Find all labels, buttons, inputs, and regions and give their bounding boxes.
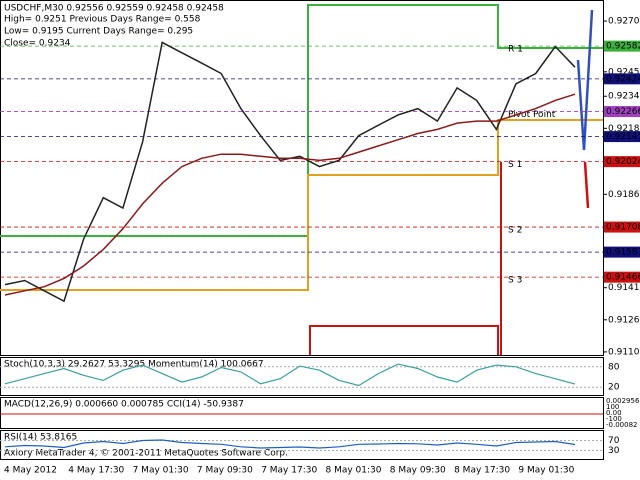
main-frame (0, 0, 604, 356)
symbol-line: USDCHF,M30 0.92556 0.92559 0.92458 0.924… (4, 4, 224, 14)
panel-tick-label: 20 (608, 383, 620, 393)
forecast-arrow (576, 9, 594, 151)
y-tick-label: 0.92703 (608, 17, 640, 27)
header-line: Close= 0.9234 (4, 39, 71, 49)
footer: Axiory MetaTrader 4, © 2001-2011 MetaQuo… (4, 449, 288, 459)
time-label: 7 May 01:30 (133, 466, 189, 476)
pivot-step (0, 119, 603, 291)
macd-tick-label: -0.00082 (606, 421, 637, 429)
panel-tick-label: 80 (608, 362, 620, 372)
time-label: 8 May 01:30 (326, 466, 382, 476)
y-tick-label: 0.92458 (608, 67, 640, 77)
level-box (604, 156, 640, 168)
time-label: 7 May 17:30 (261, 466, 317, 476)
level-label: 0.91587 (606, 248, 640, 258)
level-label: 0.91708 (606, 223, 640, 233)
level-box (604, 131, 640, 143)
indicator-line (4, 363, 576, 387)
y-tick-label: 0.91415 (608, 283, 640, 293)
level-label: 0.92582 (606, 42, 640, 52)
macd-tick-label: -100 (606, 415, 622, 423)
level-name: S 3 (508, 276, 522, 286)
macd-tick-label: 0.002956 (606, 397, 640, 405)
time-label: 8 May 17:30 (454, 466, 510, 476)
panel-tick-label: 70 (608, 436, 620, 446)
y-tick-label: 0.92185 (608, 124, 640, 134)
rsi-frame (0, 430, 604, 460)
macd-label: MACD(12,26,9) 0.000660 0.000785 CCI(14) … (4, 400, 244, 410)
macd-tick-label: 100 (606, 403, 619, 411)
forecast-arrow-red (583, 161, 590, 209)
header-line: High= 0.9251 Previous Days Range= 0.558 (4, 15, 201, 25)
time-label: 4 May 17:30 (68, 466, 124, 476)
indicator-line (4, 439, 576, 449)
price-line (4, 93, 576, 296)
panel-tick-label: 30 (608, 446, 620, 456)
r1-step (0, 4, 603, 237)
macd-tick-label: 0.00 (606, 409, 622, 417)
rsi-label: RSI(14) 53.8165 (4, 433, 77, 443)
level-box (604, 246, 640, 258)
time-label: 9 May 01:30 (518, 466, 574, 476)
level-label: 0.91466 (606, 273, 640, 283)
level-box (604, 221, 640, 233)
y-tick-label: 0.91105 (608, 347, 640, 357)
level-label: 0.92424 (606, 74, 640, 84)
level-name: R 1 (508, 45, 523, 55)
level-name: Pivot Point (508, 110, 556, 120)
time-label: 7 May 09:30 (197, 466, 253, 476)
level-box (604, 106, 640, 118)
stoch-label: Stoch(10,3,3) 29.2627 53.3295 Momentum(1… (4, 360, 264, 370)
level-label: 0.92266 (606, 107, 640, 117)
level-label: 0.92145 (606, 132, 640, 142)
level-name: S 1 (508, 160, 522, 170)
time-label: 4 May 2012 (4, 466, 57, 476)
level-name: S 2 (508, 226, 522, 236)
time-label: 8 May 09:30 (390, 466, 446, 476)
level-box (604, 271, 640, 283)
s-step (309, 325, 499, 355)
level-box (604, 40, 640, 52)
y-tick-label: 0.91866 (608, 190, 640, 200)
level-box (604, 73, 640, 85)
macd-frame (0, 397, 604, 429)
stoch-frame (0, 357, 604, 396)
header-line: Low= 0.9195 Current Days Range= 0.295 (4, 27, 193, 37)
level-label: 0.92024 (606, 157, 640, 167)
